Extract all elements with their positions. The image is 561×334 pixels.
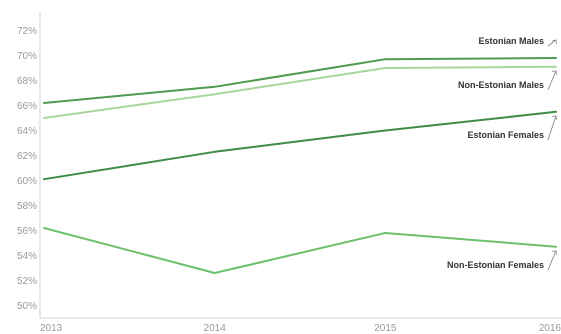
y-tick-label: 56% (17, 226, 37, 237)
y-tick-label: 52% (17, 276, 37, 287)
x-tick-label: 2016 (539, 323, 561, 334)
y-tick-label: 50% (17, 301, 37, 312)
x-tick-label: 2013 (40, 323, 63, 334)
y-tick-label: 68% (17, 76, 37, 87)
series-layer (43, 57, 557, 274)
series-line-estonian-males (43, 57, 557, 104)
series-label: Estonian Females (467, 130, 544, 140)
series-line-estonian-females (43, 110, 557, 181)
x-tick-label: 2015 (374, 323, 397, 334)
series-line-non-estonian-males (43, 65, 557, 119)
x-tick-label: 2014 (204, 323, 227, 334)
y-tick-label: 72% (17, 26, 37, 37)
y-tick-label: 66% (17, 101, 37, 112)
y-tick-label: 62% (17, 151, 37, 162)
series-label: Non-Estonian Males (458, 80, 544, 90)
label-pointer-icon (547, 70, 557, 91)
y-tick-label: 70% (17, 51, 37, 62)
label-pointer-icon (547, 39, 557, 47)
axis-layer: 72% 70% 68% 66% 64% 62% 60% 58% 56% 54% 52% 50%2013… (17, 12, 561, 334)
y-tick-label: 58% (17, 201, 37, 212)
label-pointer-icon (547, 115, 557, 141)
y-tick-label: 64% (17, 126, 37, 137)
y-tick-label: 54% (17, 251, 37, 262)
label-pointer-icon (547, 250, 557, 271)
series-label: Non-Estonian Females (447, 260, 544, 270)
y-tick-label: 60% (17, 176, 37, 187)
series-line-non-estonian-females (43, 227, 557, 274)
series-label-layer: Estonian Males Non-Estonian Males Estonian… (447, 36, 557, 271)
series-label: Estonian Males (478, 36, 544, 46)
